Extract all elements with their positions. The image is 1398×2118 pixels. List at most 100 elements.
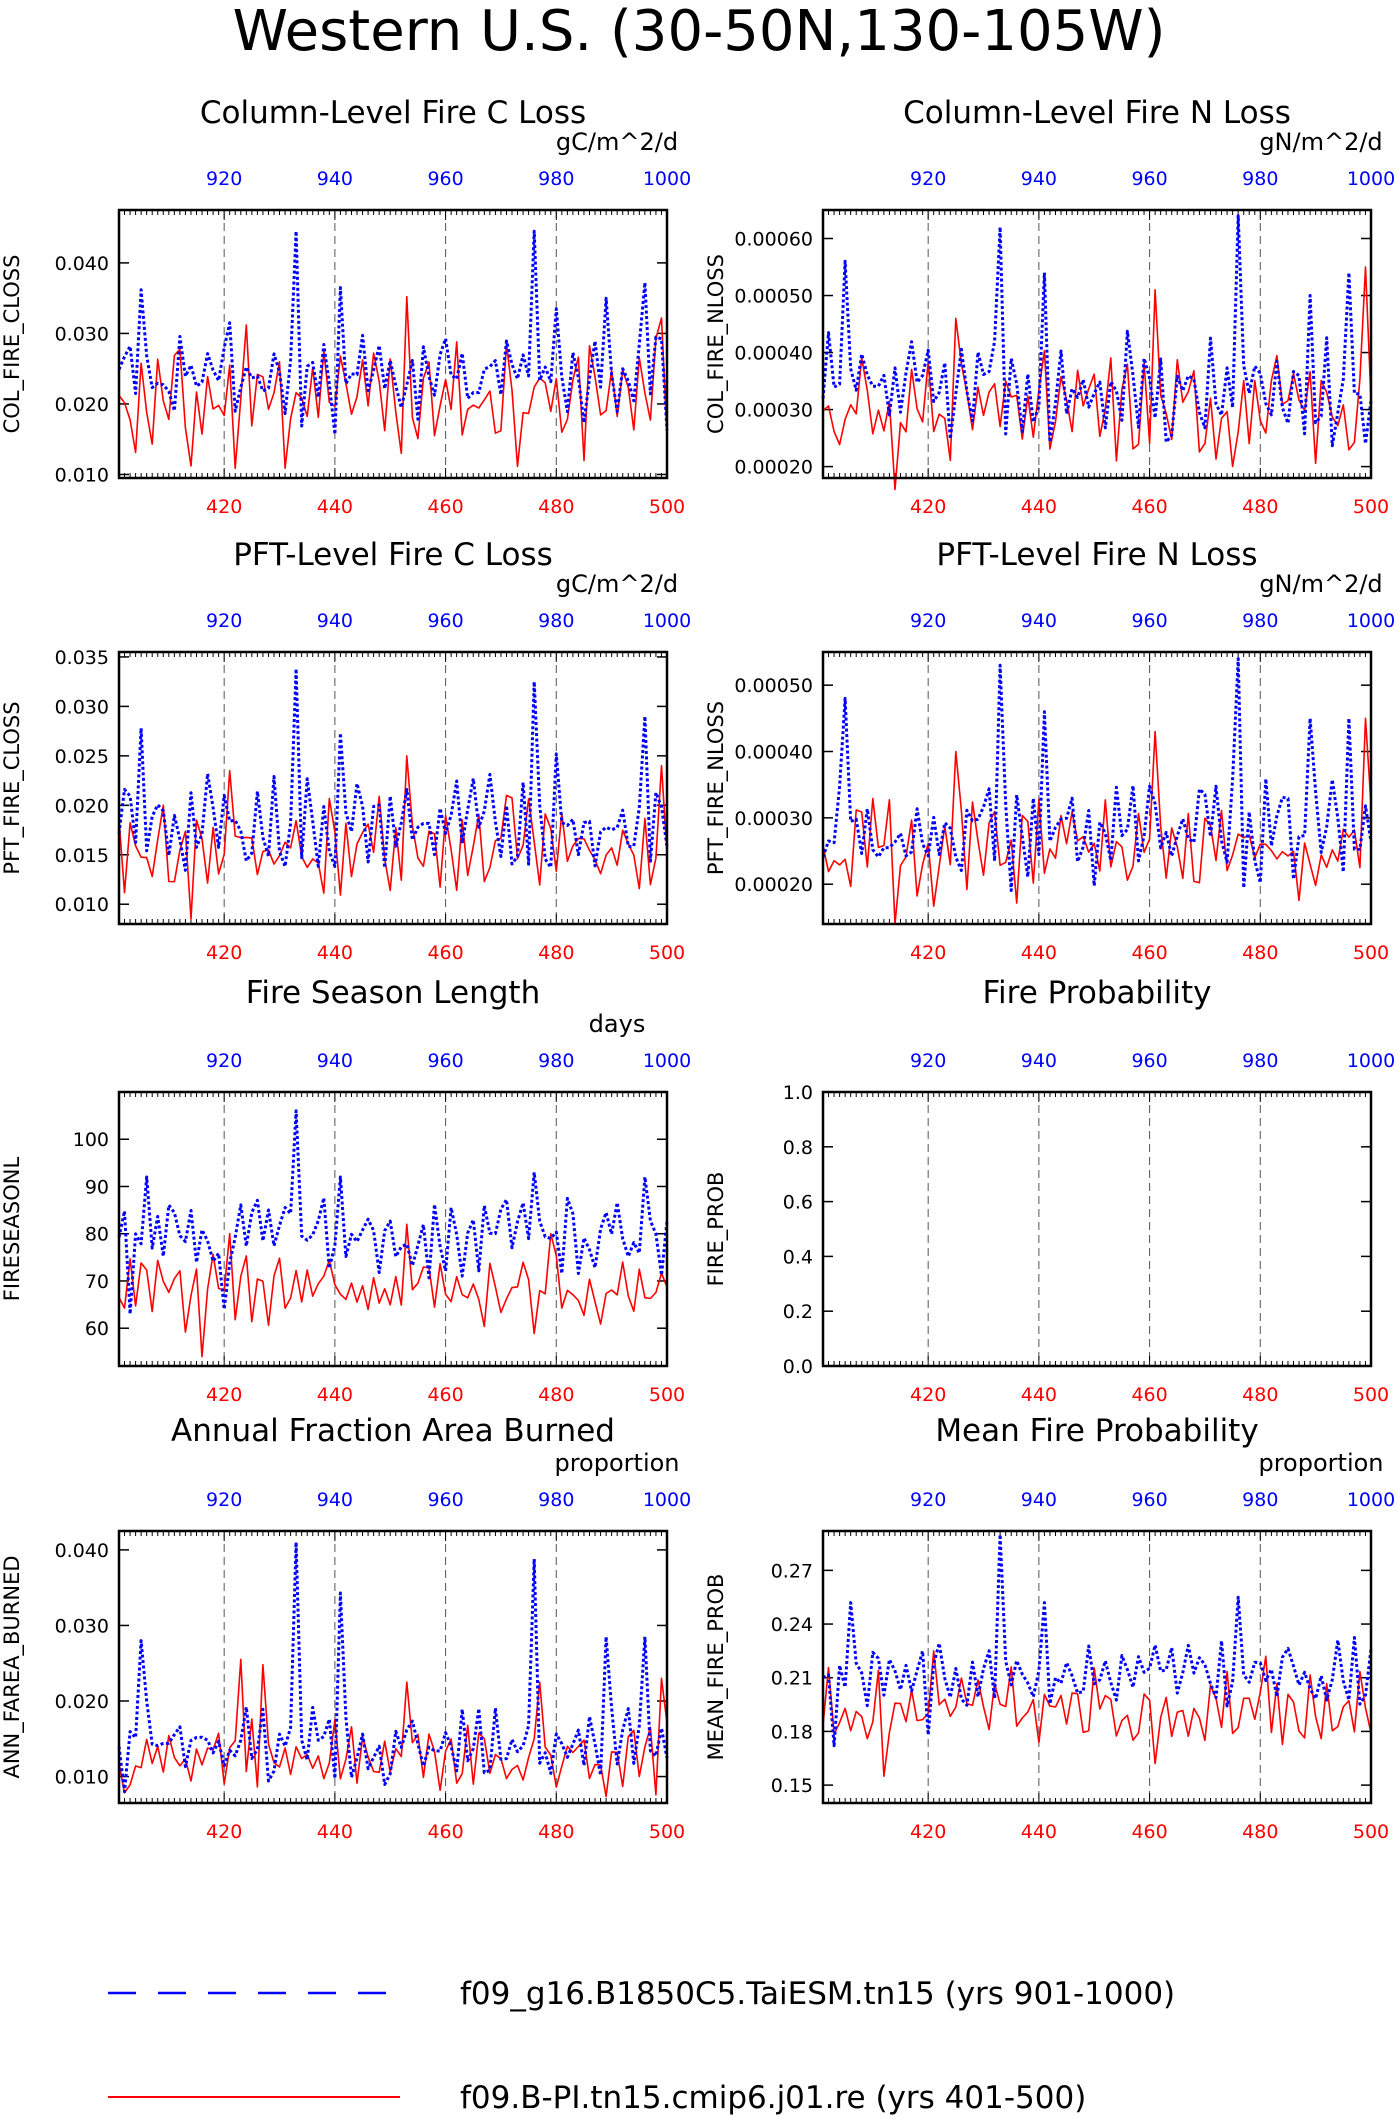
- y-tick-label: 0.00050: [734, 675, 813, 697]
- y-tick-label: 0.00040: [734, 742, 813, 764]
- legend-label-cmip6: f09.B-PI.tn15.cmip6.j01.re (yrs 401-500): [460, 2080, 1086, 2116]
- x-tick-label-top: 960: [427, 610, 463, 632]
- x-tick-label-bottom: 420: [910, 942, 946, 964]
- y-tick-label: 0.020: [55, 394, 109, 416]
- x-tick-label-top: 960: [1131, 168, 1167, 190]
- x-tick-label-top: 1000: [1347, 1050, 1395, 1072]
- y-tick-label: 0.6: [783, 1192, 813, 1214]
- x-tick-label-bottom: 500: [649, 942, 685, 964]
- y-tick-label: 70: [85, 1271, 109, 1293]
- plot-frame: [117, 650, 669, 926]
- legend: f09_g16.B1850C5.TaiESM.tn15 (yrs 901-100…: [108, 1976, 1175, 2116]
- x-tick-label-top: 980: [538, 1489, 574, 1511]
- plot-frame: [821, 1529, 1373, 1805]
- chart-title: Annual Fraction Area Burned: [171, 1413, 615, 1449]
- plot-frame: [117, 1090, 669, 1368]
- y-tick-label: 90: [85, 1176, 109, 1198]
- x-tick-label-top: 960: [427, 1489, 463, 1511]
- series-line-taiesm: [822, 1533, 1373, 1748]
- x-tick-label-bottom: 480: [1242, 1384, 1278, 1406]
- y-tick-label: 60: [85, 1318, 109, 1340]
- x-tick-label-top: 1000: [643, 1050, 691, 1072]
- x-tick-label-bottom: 500: [1353, 942, 1389, 964]
- chart-title: PFT-Level Fire N Loss: [936, 537, 1257, 573]
- y-tick-label: 0.00030: [734, 808, 813, 830]
- series-line-cmip6: [822, 1650, 1372, 1777]
- x-tick-label-bottom: 460: [427, 496, 463, 518]
- x-tick-label-bottom: 480: [1242, 942, 1278, 964]
- x-tick-label-bottom: 420: [206, 942, 242, 964]
- y-tick-label: 0.040: [55, 253, 109, 275]
- y-tick-label: 0.00060: [734, 229, 813, 251]
- chart-title: Mean Fire Probability: [935, 1413, 1258, 1449]
- chart-title: Fire Season Length: [246, 975, 540, 1011]
- x-tick-label-bottom: 460: [1131, 1821, 1167, 1843]
- x-tick-label-bottom: 420: [910, 1821, 946, 1843]
- x-tick-label-bottom: 460: [1131, 942, 1167, 964]
- x-tick-label-bottom: 440: [1021, 942, 1057, 964]
- series-line-taiesm: [117, 1109, 669, 1316]
- x-tick-label-top: 940: [317, 168, 353, 190]
- y-tick-label: 0.00020: [734, 874, 813, 896]
- plot-frame: [117, 208, 669, 480]
- y-axis-label: MEAN_FIRE_PROB: [704, 1574, 729, 1761]
- x-tick-label-top: 940: [1021, 1050, 1057, 1072]
- units-label: proportion: [554, 1449, 679, 1477]
- chart-title: Column-Level Fire N Loss: [903, 95, 1291, 131]
- plot-frame: [821, 208, 1373, 480]
- y-tick-label: 100: [73, 1129, 109, 1151]
- plot-frame: [821, 1090, 1373, 1368]
- y-axis-label: FIRE_PROB: [704, 1172, 729, 1287]
- x-tick-label-bottom: 500: [1353, 1821, 1389, 1843]
- chart-title: Fire Probability: [982, 975, 1211, 1011]
- x-tick-label-top: 980: [538, 1050, 574, 1072]
- x-tick-label-bottom: 440: [317, 496, 353, 518]
- y-tick-label: 1.0: [783, 1082, 813, 1104]
- y-tick-label: 80: [85, 1224, 109, 1246]
- x-tick-label-bottom: 440: [317, 942, 353, 964]
- series-line-taiesm: [117, 1540, 669, 1794]
- x-tick-label-bottom: 420: [910, 1384, 946, 1406]
- x-tick-label-bottom: 420: [206, 496, 242, 518]
- x-tick-label-bottom: 500: [649, 1384, 685, 1406]
- x-tick-label-bottom: 480: [538, 1821, 574, 1843]
- y-tick-label: 0.030: [55, 323, 109, 345]
- x-tick-label-bottom: 440: [1021, 496, 1057, 518]
- x-tick-label-top: 980: [1242, 1489, 1278, 1511]
- x-tick-label-top: 1000: [643, 1489, 691, 1511]
- y-tick-label: 0.18: [771, 1721, 813, 1743]
- units-label: gN/m^2/d: [1259, 128, 1382, 156]
- y-tick-label: 0.035: [55, 647, 109, 669]
- chart-title: Column-Level Fire C Loss: [200, 95, 586, 131]
- x-tick-label-bottom: 460: [427, 1384, 463, 1406]
- series-line-cmip6: [118, 755, 668, 920]
- x-tick-label-bottom: 500: [1353, 496, 1389, 518]
- x-tick-label-bottom: 460: [1131, 496, 1167, 518]
- y-axis-label: COL_FIRE_NLOSS: [704, 254, 729, 434]
- x-tick-label-bottom: 440: [1021, 1821, 1057, 1843]
- chart-panel-5: Fire Season Length days FIRESEASONL 60 70 80 9…: [0, 975, 691, 1406]
- plot-frame: [117, 1529, 669, 1805]
- x-tick-label-bottom: 420: [206, 1821, 242, 1843]
- x-tick-label-top: 980: [1242, 610, 1278, 632]
- x-tick-label-bottom: 500: [649, 1821, 685, 1843]
- x-tick-label-top: 920: [910, 168, 946, 190]
- y-tick-label: 0.010: [55, 464, 109, 486]
- x-tick-label-top: 1000: [643, 610, 691, 632]
- y-tick-label: 0.4: [783, 1246, 813, 1268]
- y-tick-label: 0.00040: [734, 343, 813, 365]
- x-tick-label-bottom: 500: [649, 496, 685, 518]
- x-tick-label-top: 940: [317, 1489, 353, 1511]
- y-tick-label: 0.030: [55, 1615, 109, 1637]
- x-tick-label-top: 920: [206, 168, 242, 190]
- legend-label-taiesm: f09_g16.B1850C5.TaiESM.tn15 (yrs 901-100…: [460, 1976, 1175, 2012]
- x-tick-label-top: 920: [910, 1050, 946, 1072]
- x-tick-label-bottom: 480: [538, 1384, 574, 1406]
- x-tick-label-top: 960: [1131, 1489, 1167, 1511]
- y-axis-label: PFT_FIRE_NLOSS: [704, 701, 729, 875]
- y-tick-label: 0.030: [55, 696, 109, 718]
- series-line-taiesm: [821, 657, 1373, 892]
- units-label: gC/m^2/d: [556, 128, 678, 156]
